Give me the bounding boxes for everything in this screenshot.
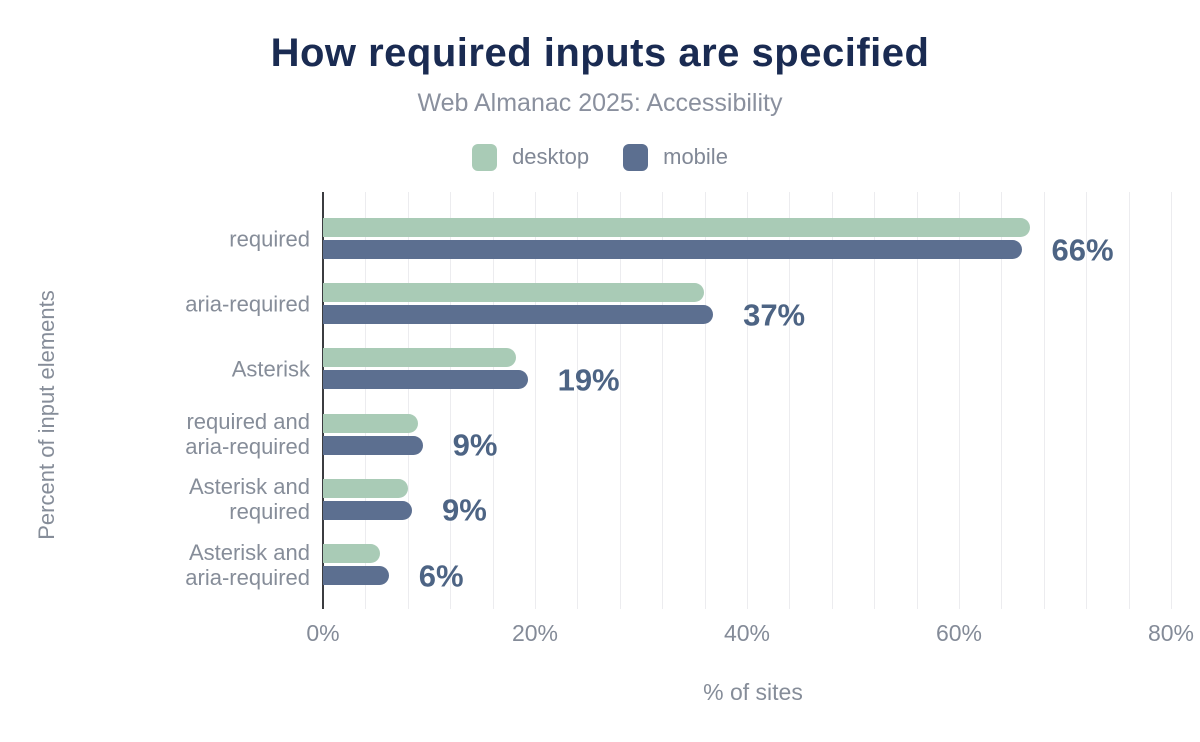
category-label: aria-required [185,291,310,317]
value-label: 66% [1051,232,1114,267]
legend: desktop mobile [0,141,1200,173]
mobile-swatch [623,143,649,171]
gridline [1043,192,1045,609]
legend-item-desktop[interactable]: desktop [472,143,590,171]
bar-mobile[interactable] [323,240,1022,259]
gridline [577,192,579,609]
bar-desktop[interactable] [323,544,381,563]
value-label: 19% [557,362,620,398]
bar-desktop[interactable] [323,283,704,303]
bar-mobile[interactable] [323,370,528,390]
legend-label-mobile: mobile [663,144,728,169]
x-tick-label: 40% [723,620,771,646]
x-tick-label: 80% [1147,620,1195,646]
bar-mobile[interactable] [323,305,714,325]
bar-desktop[interactable] [323,218,1031,237]
gridline [959,192,960,609]
desktop-swatch [472,143,498,171]
gridline [492,192,494,609]
x-tick-label: 20% [511,620,559,646]
y-axis-line [322,192,324,609]
bar-mobile[interactable] [323,435,423,455]
x-axis-title: % of sites [703,679,803,705]
y-axis-title: Percent of input elements [34,290,59,540]
legend-label-desktop: desktop [512,144,590,169]
category-label: required and aria-required [185,409,310,460]
gridline [450,192,452,609]
gridline [365,192,367,609]
category-label: Asterisk [231,356,310,382]
x-tick-label: 60% [935,620,983,646]
gridline [789,192,791,609]
gridline [1128,192,1130,609]
value-label: 9% [442,492,487,528]
bar-desktop[interactable] [323,413,419,433]
gridline [874,192,876,609]
gridline [1086,192,1088,609]
value-label: 6% [418,558,464,593]
bar-desktop[interactable] [323,478,408,498]
legend-item-mobile[interactable]: mobile [623,143,728,171]
gridline [407,192,409,609]
bar-desktop[interactable] [323,348,516,368]
value-label: 37% [743,297,806,333]
bar-mobile[interactable] [323,500,413,520]
x-tick-label: 0% [306,620,340,646]
gridline [916,192,918,609]
chart-subtitle: Web Almanac 2025: Accessibility [417,89,783,117]
category-label: Asterisk and required [188,474,310,525]
value-label: 9% [452,427,498,463]
gridline [619,192,621,609]
gridline [535,192,536,609]
chart-title: How required inputs are specified [270,31,930,75]
gridline [831,192,833,609]
gridline [1171,192,1172,609]
gridline [747,192,748,609]
bar-mobile[interactable] [323,566,389,585]
gridline [704,192,706,609]
category-label: required [229,226,310,251]
gridline [1001,192,1003,609]
gridline [662,192,664,609]
category-label: Asterisk and aria-required [185,539,310,590]
